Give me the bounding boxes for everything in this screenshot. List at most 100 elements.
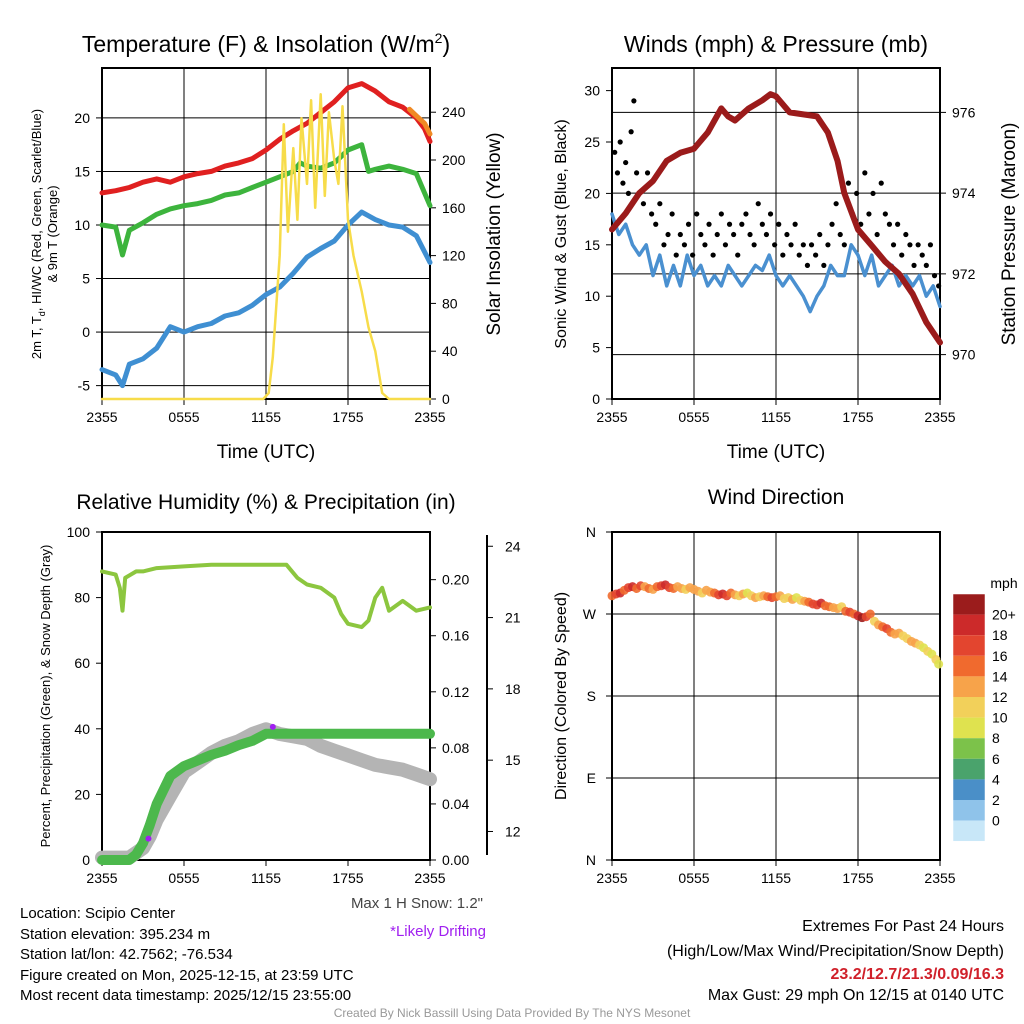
gust-point: [690, 252, 696, 258]
location-text: Location: Scipio Center: [20, 905, 176, 922]
x-tick-label: 1755: [332, 409, 363, 425]
y-tick-label: 15: [584, 237, 600, 253]
y-tick-label-right: 120: [442, 248, 466, 264]
gust-point: [673, 252, 679, 258]
colorbar-swatch: [953, 820, 985, 842]
gust-point: [681, 242, 688, 248]
gust-point: [833, 201, 839, 207]
colorbar-label: 10: [992, 710, 1008, 726]
x-tick-label: 1155: [761, 409, 791, 425]
y-axis-label-right: Solar Insolation (Yellow): [484, 132, 505, 335]
gust-point: [685, 221, 692, 227]
colorbar-label: 18: [992, 627, 1008, 643]
x-tick-label: 1755: [842, 409, 873, 425]
gust-point: [862, 170, 868, 176]
gust-point: [714, 231, 720, 238]
x-tick-label: 1755: [842, 870, 873, 886]
y-tick-label-right: 0.12: [442, 684, 469, 700]
colorbar-label: 12: [992, 689, 1008, 705]
latlon-text: Station lat/lon: 42.7562; -76.534: [20, 946, 233, 963]
x-tick-label: 0555: [678, 870, 709, 886]
gust-point: [870, 190, 876, 197]
gust-point: [788, 242, 794, 248]
y-tick-label: 5: [592, 340, 600, 356]
gust-point: [657, 201, 663, 207]
colorbar-label: 14: [992, 668, 1008, 684]
x-tick-label: 1155: [251, 409, 281, 425]
snow-tick-label: 18: [505, 681, 521, 697]
extremes-subtitle: (High/Low/Max Wind/Precipitation/Snow De…: [666, 943, 1004, 960]
gust-point: [804, 262, 811, 268]
gust-point: [817, 231, 823, 238]
y-tick-label-right: 40: [442, 343, 458, 359]
gust-point: [890, 242, 897, 248]
y-tick-label-right: 240: [442, 104, 466, 120]
gust-point: [722, 242, 729, 248]
y-tick-label: 0: [82, 852, 90, 868]
colorbar-swatch: [953, 697, 985, 718]
colorbar-swatch: [953, 635, 985, 656]
gust-point: [620, 180, 626, 186]
gust-point: [614, 170, 621, 176]
y-axis-label-line2: & 9m T (Orange): [45, 185, 60, 282]
gust-point: [698, 231, 704, 238]
series-9m-temperature: [407, 106, 433, 137]
gust-point: [751, 242, 757, 248]
y-tick-label: 10: [74, 217, 90, 233]
ylabel-subscript: d: [37, 311, 47, 316]
y-tick-label-right: 0.08: [442, 740, 469, 756]
y-tick-label-right: 80: [442, 295, 458, 311]
extremes-title: Extremes For Past 24 Hours: [802, 918, 1004, 935]
direction-tick-label: N: [586, 524, 596, 540]
y-tick-label-right: 974: [952, 185, 976, 201]
gust-point: [907, 242, 913, 248]
colorbar-swatch: [953, 779, 985, 800]
gust-point: [899, 252, 905, 258]
gust-point: [739, 221, 745, 227]
y-tick-label: 20: [74, 110, 90, 126]
series-heat-index-wind-chill: [99, 209, 433, 389]
gust-point: [808, 242, 815, 248]
gust-point: [623, 159, 629, 166]
colorbar-swatch: [953, 676, 985, 697]
x-tick-label: 0555: [168, 409, 199, 425]
colorbar-swatch: [953, 800, 985, 821]
ylabel-end: , HI/WC (Red, Green, Scarlet/Blue): [29, 109, 44, 311]
y-tick-label: 15: [74, 163, 90, 179]
x-tick-label: 2355: [924, 870, 955, 886]
colorbar-swatch: [953, 655, 985, 677]
series-precipitation: [97, 728, 435, 865]
y-tick-label: 60: [74, 655, 90, 671]
gust-point: [841, 242, 847, 248]
panel-title-temperature: Temperature (F) & Insolation (W/m2): [82, 30, 450, 57]
extremes-values: 23.2/12.7/21.3/0.09/16.3: [830, 966, 1004, 983]
gust-point: [878, 180, 884, 186]
colorbar-label: 16: [992, 648, 1008, 664]
gust-point: [895, 221, 901, 227]
direction-tick-label: W: [583, 606, 597, 622]
max-gust-text: Max Gust: 29 mph On 12/15 at 0140 UTC: [707, 987, 1004, 1004]
y-axis-label: Direction (Colored By Speed): [553, 592, 570, 800]
x-tick-label: 2355: [86, 870, 117, 886]
gust-point: [886, 221, 893, 227]
x-tick-label: 2355: [414, 409, 445, 425]
direction-point: [934, 659, 944, 669]
x-axis-label: Time (UTC): [727, 442, 826, 463]
y-tick-label: 20: [584, 185, 600, 201]
y-tick-label: 5: [82, 271, 90, 287]
direction-point: [865, 609, 875, 619]
y-tick-label: 80: [74, 590, 90, 606]
panel-title-winds: Winds (mph) & Pressure (mb): [624, 31, 928, 57]
y-tick-label-right: 0: [442, 391, 450, 407]
gust-point: [755, 201, 761, 207]
gust-point: [780, 252, 786, 258]
timestamp-text: Most recent data timestamp: 2025/12/15 2…: [20, 987, 352, 1004]
x-tick-label: 2355: [596, 409, 627, 425]
gust-point: [923, 262, 929, 268]
y-tick-label-right: 972: [952, 266, 976, 282]
created-text: Figure created on Mon, 2025-12-15, at 23…: [20, 966, 354, 984]
y-axis-label: Sonic Wind & Gust (Blue, Black): [553, 119, 570, 348]
direction-tick-label: S: [587, 688, 596, 704]
gust-point: [631, 98, 637, 104]
direction-tick-label: E: [587, 770, 596, 786]
